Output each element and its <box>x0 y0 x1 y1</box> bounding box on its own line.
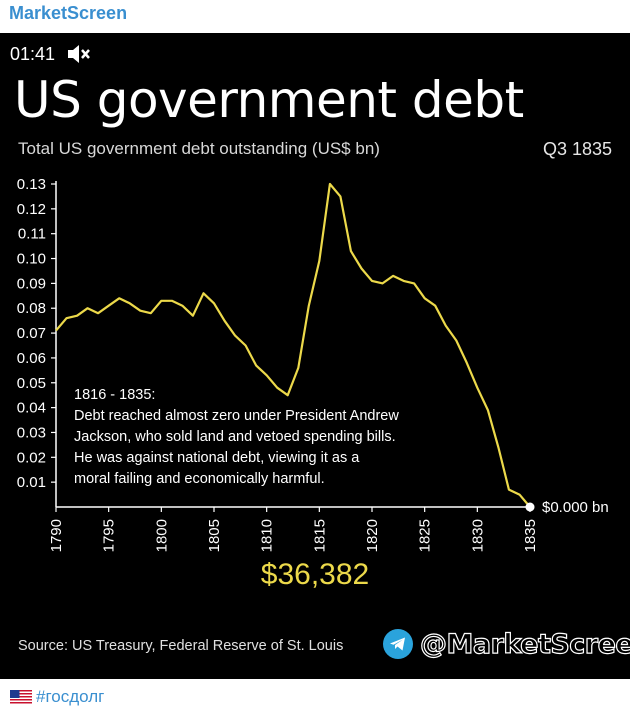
y-tick-label: 0.02 <box>17 449 46 466</box>
y-tick-label: 0.03 <box>17 424 46 441</box>
x-tick-label: 1835 <box>522 519 539 552</box>
annotation-heading: 1816 - 1835: <box>74 387 156 403</box>
annotation-line: He was against national debt, viewing it… <box>74 450 360 466</box>
annotation-box: 1816 - 1835: Debt reached almost zero un… <box>74 385 474 490</box>
series-line <box>55 182 531 508</box>
y-tick-label: 0.06 <box>17 350 46 367</box>
y-tick-label: 0.08 <box>17 300 46 317</box>
x-tick-label: 1805 <box>206 519 223 552</box>
speaker-muted-icon[interactable] <box>66 43 92 70</box>
x-tick-label: 1790 <box>48 519 65 552</box>
brand-handle: @MarketScreen <box>419 628 630 660</box>
y-tick-label: 0.12 <box>17 201 46 218</box>
telegram-icon <box>383 629 413 659</box>
y-tick-label: 0.11 <box>18 226 46 243</box>
y-tick-label: 0.05 <box>17 375 46 392</box>
debt-line-chart: 0.01 0.02 0.03 0.04 0.05 0.06 0.07 0.08 0.09 0.10… <box>17 176 609 552</box>
period-label: Q3 1835 <box>542 139 612 159</box>
chart-subtitle: Total US government debt outstanding (US… <box>18 139 380 158</box>
y-tick-label: 0.10 <box>17 251 46 268</box>
y-tick-label: 0.07 <box>17 325 46 342</box>
x-tick-label: 1810 <box>259 519 276 552</box>
x-tick-label: 1820 <box>364 519 381 552</box>
hashtag-row: #госдолг <box>10 687 104 707</box>
x-tick-label: 1795 <box>101 519 118 552</box>
y-tick-label: 0.13 <box>17 176 46 193</box>
y-tick-label: 0.01 <box>17 474 46 491</box>
x-tick-label: 1830 <box>469 519 486 552</box>
video-frame[interactable]: 01:41 US government debt Total US govern… <box>0 33 630 679</box>
brand-watermark: @MarketScreen <box>382 628 630 660</box>
chart-title: US government debt <box>14 71 524 129</box>
hashtag-link[interactable]: #госдолг <box>36 687 105 706</box>
video-timestamp: 01:41 <box>10 44 56 64</box>
end-value-label: $0.000 bn <box>542 499 609 516</box>
annotation-line: moral failing and economically harmful. <box>74 471 325 487</box>
source-note: Source: US Treasury, Federal Reserve of … <box>18 638 344 654</box>
x-tick-label: 1825 <box>417 519 434 552</box>
x-tick-label: 1815 <box>311 519 328 552</box>
channel-name[interactable]: MarketScreen <box>9 3 128 23</box>
end-point-marker <box>525 502 535 512</box>
us-flag-icon <box>10 689 32 705</box>
x-tick-label: 1800 <box>153 519 170 552</box>
annotation-line: Debt reached almost zero under President… <box>74 408 399 424</box>
debt-counter: $36,382 <box>260 558 370 591</box>
y-tick-label: 0.09 <box>17 275 46 292</box>
y-tick-label: 0.04 <box>17 400 46 417</box>
annotation-line: Jackson, who sold land and vetoed spendi… <box>74 429 396 445</box>
